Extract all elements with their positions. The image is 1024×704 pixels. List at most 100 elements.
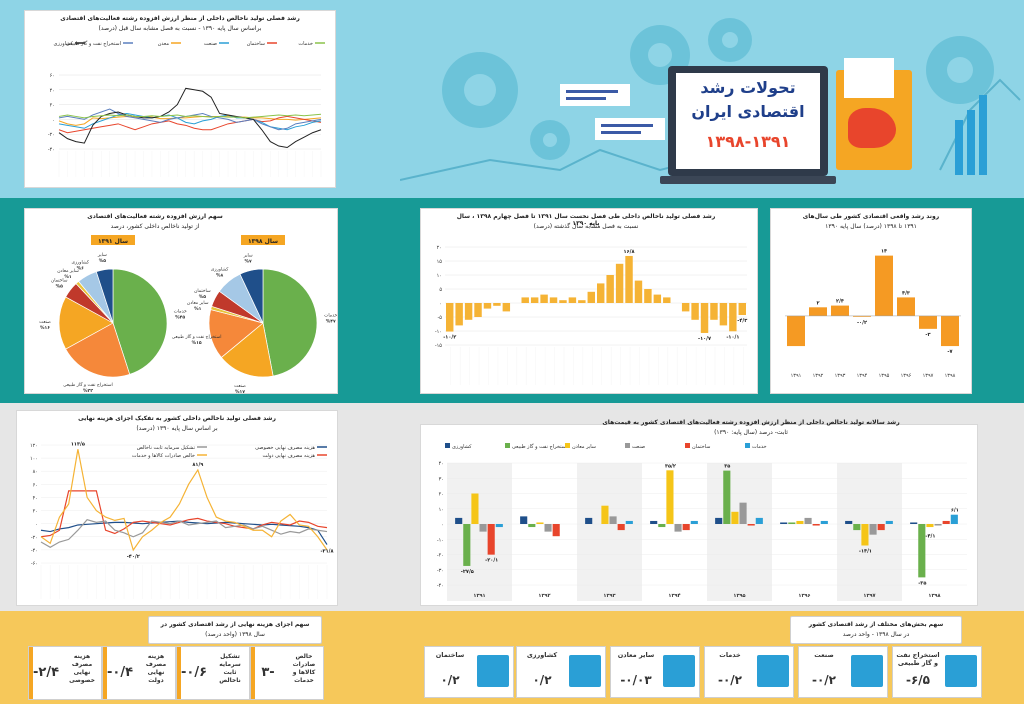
c8-card-value: -۰/۲ bbox=[811, 673, 836, 687]
pie-slice-label: سایر bbox=[243, 254, 253, 259]
c5-legend-label: تشکیل سرمایه ثابت ناخالص bbox=[137, 445, 196, 451]
c3-bar bbox=[710, 303, 718, 320]
c6-ytick: -۳۰ bbox=[437, 568, 444, 574]
c6-xtick: ۱۳۹۷ bbox=[863, 593, 875, 599]
c4-xtick: ۱۳۹۷ bbox=[923, 373, 934, 379]
c6-bar bbox=[585, 517, 593, 524]
c4-xtick: ۱۳۹۵ bbox=[879, 373, 890, 379]
c4-data-label: ۴/۳ bbox=[902, 290, 910, 296]
pie-slice-value: %۵ bbox=[56, 283, 64, 289]
c8-card-value: ۰/۲ bbox=[440, 673, 460, 687]
c6-bar bbox=[463, 524, 471, 566]
c6-bar bbox=[674, 524, 682, 532]
c6-bar bbox=[609, 516, 617, 524]
c4-xtick: ۱۳۹۱ bbox=[791, 373, 802, 379]
c4-title: روند رشد واقعی اقتصادی کشور طی سال‌های bbox=[802, 213, 940, 220]
c5-data-label: ۱۱۳/۵ bbox=[71, 441, 85, 447]
quarterly-sector-growth-panel: رشد فصلی تولید ناخالص داخلی از منظر ارزش… bbox=[24, 10, 336, 188]
c6-xtick: ۱۳۹۸ bbox=[928, 593, 940, 599]
pie-slice bbox=[112, 268, 168, 375]
c3-bar bbox=[446, 303, 454, 332]
c6-xtick: ۱۳۹۴ bbox=[668, 593, 680, 599]
annual-sector-growth-panel: رشد سالانه تولید ناخالص داخلی از منظر ار… bbox=[420, 419, 978, 606]
gears-decoration bbox=[400, 18, 1021, 181]
c6-data-label: -۲۷/۵ bbox=[461, 569, 474, 575]
c8-card: استخراج نفت و گاز طبیعی -۶/۵ bbox=[892, 646, 982, 698]
c5-legend-label: هزینه مصرف نهایی دولت bbox=[262, 453, 315, 459]
c4-xtick: ۱۳۹۴ bbox=[857, 373, 868, 379]
c6-bar bbox=[650, 520, 658, 524]
c7-card-accent bbox=[177, 647, 181, 699]
pie-slice bbox=[239, 268, 264, 324]
c3-bar bbox=[483, 303, 492, 309]
pie-slice-label: کشاورزی bbox=[211, 267, 229, 273]
c4-subtitle: ۱۳۹۱ تا ۱۳۹۸ (درصد) سال پایه ۱۳۹۰ bbox=[825, 223, 917, 230]
expenditure-growth-panel: رشد فصلی تولید ناخالص داخلی کشور به تفکی… bbox=[16, 410, 338, 606]
c5-ytick: ۰ bbox=[35, 522, 38, 528]
pie-year-tag bbox=[241, 235, 285, 245]
c3-bar bbox=[474, 303, 482, 317]
c6-xtick: ۱۳۹۱ bbox=[473, 593, 485, 599]
c6-bar bbox=[747, 524, 755, 526]
tractor-icon bbox=[569, 655, 601, 687]
c6-bar bbox=[918, 524, 926, 578]
c6-bar bbox=[788, 522, 796, 524]
service-icon bbox=[757, 655, 789, 687]
pie-slice-label: ساختمان bbox=[194, 289, 211, 294]
c3-bar bbox=[578, 300, 586, 303]
c8-title: سهم بخش‌های مختلف از رشد اقتصادی کشور bbox=[808, 621, 944, 628]
c6-bar bbox=[877, 524, 885, 531]
c3-bar bbox=[691, 303, 699, 320]
pie-slice-value: %۴۵ bbox=[175, 314, 185, 320]
c6-ytick: ۴۰ bbox=[439, 461, 444, 467]
c5-ytick: -۶۰ bbox=[31, 561, 38, 567]
c6-bar bbox=[845, 520, 853, 524]
c6-legend-swatch bbox=[625, 443, 630, 448]
c6-legend-swatch bbox=[745, 443, 750, 448]
pie-slice-label: صنعت bbox=[234, 384, 246, 389]
c5-ytick: ۴۰ bbox=[33, 495, 38, 501]
c6-ytick: ۳۰ bbox=[439, 476, 444, 482]
c6-bar bbox=[544, 524, 552, 532]
c4-bar bbox=[919, 315, 937, 329]
c3-bar bbox=[634, 280, 643, 303]
c1-series-line bbox=[58, 115, 322, 134]
c3-bar bbox=[681, 303, 690, 312]
c3-bar bbox=[729, 303, 737, 332]
c3-bar bbox=[700, 303, 709, 333]
pie-slice-value: %۴۷ bbox=[326, 319, 336, 325]
c4-bar bbox=[831, 305, 849, 316]
c6-bar bbox=[796, 520, 804, 524]
building-icon bbox=[477, 655, 509, 687]
c6-ytick: ۱۰ bbox=[439, 507, 444, 513]
c5-data-label: -۳۱/۸ bbox=[320, 549, 333, 555]
c6-bar bbox=[495, 524, 503, 528]
c6-subtitle: ثابت- درصد (سال پایه: ۱۳۹۰) bbox=[714, 429, 788, 436]
pie-slice bbox=[58, 296, 114, 350]
c3-bar bbox=[493, 303, 501, 306]
c8-card-value: -۰/۰۳ bbox=[620, 673, 652, 687]
c6-bar bbox=[487, 524, 495, 555]
c6-bar bbox=[625, 520, 633, 524]
iran-map-icon bbox=[848, 108, 896, 148]
c7-title: سهم اجزای هزینه نهایی از رشد اقتصادی کشو… bbox=[160, 621, 310, 628]
c1-legend-label: کشاورزی bbox=[53, 41, 73, 47]
c6-bar bbox=[739, 502, 747, 524]
c6-bar bbox=[617, 524, 625, 531]
c8-title-box: سهم بخش‌های مختلف از رشد اقتصادی کشور در… bbox=[790, 616, 962, 644]
c3-title: رشد فصلی تولید ناخالص داخلی طی فصل نخست … bbox=[456, 213, 716, 227]
c6-xtick: ۱۳۹۳ bbox=[603, 593, 615, 599]
c6-bar bbox=[731, 511, 739, 524]
c8-card: صنعت -۰/۲ bbox=[798, 646, 888, 698]
c4-bar bbox=[875, 255, 893, 316]
pie-slice-label: استخراج نفت و گاز طبیعی bbox=[63, 381, 113, 388]
pie-slice bbox=[95, 268, 114, 324]
c7-card-accent bbox=[29, 647, 33, 699]
oil-rig-icon bbox=[945, 655, 977, 687]
c6-ytick: -۴۰ bbox=[437, 583, 444, 589]
c3-data-label: -۱۰/۱ bbox=[726, 334, 739, 340]
sector-share-panel: سهم ارزش افزوده رشته فعالیت‌های اقتصادی … bbox=[24, 208, 338, 394]
c6-bar bbox=[471, 493, 479, 524]
c2-title: سهم ارزش افزوده رشته فعالیت‌های اقتصادی bbox=[87, 213, 223, 220]
c1-ytick: ۰ bbox=[52, 117, 55, 123]
